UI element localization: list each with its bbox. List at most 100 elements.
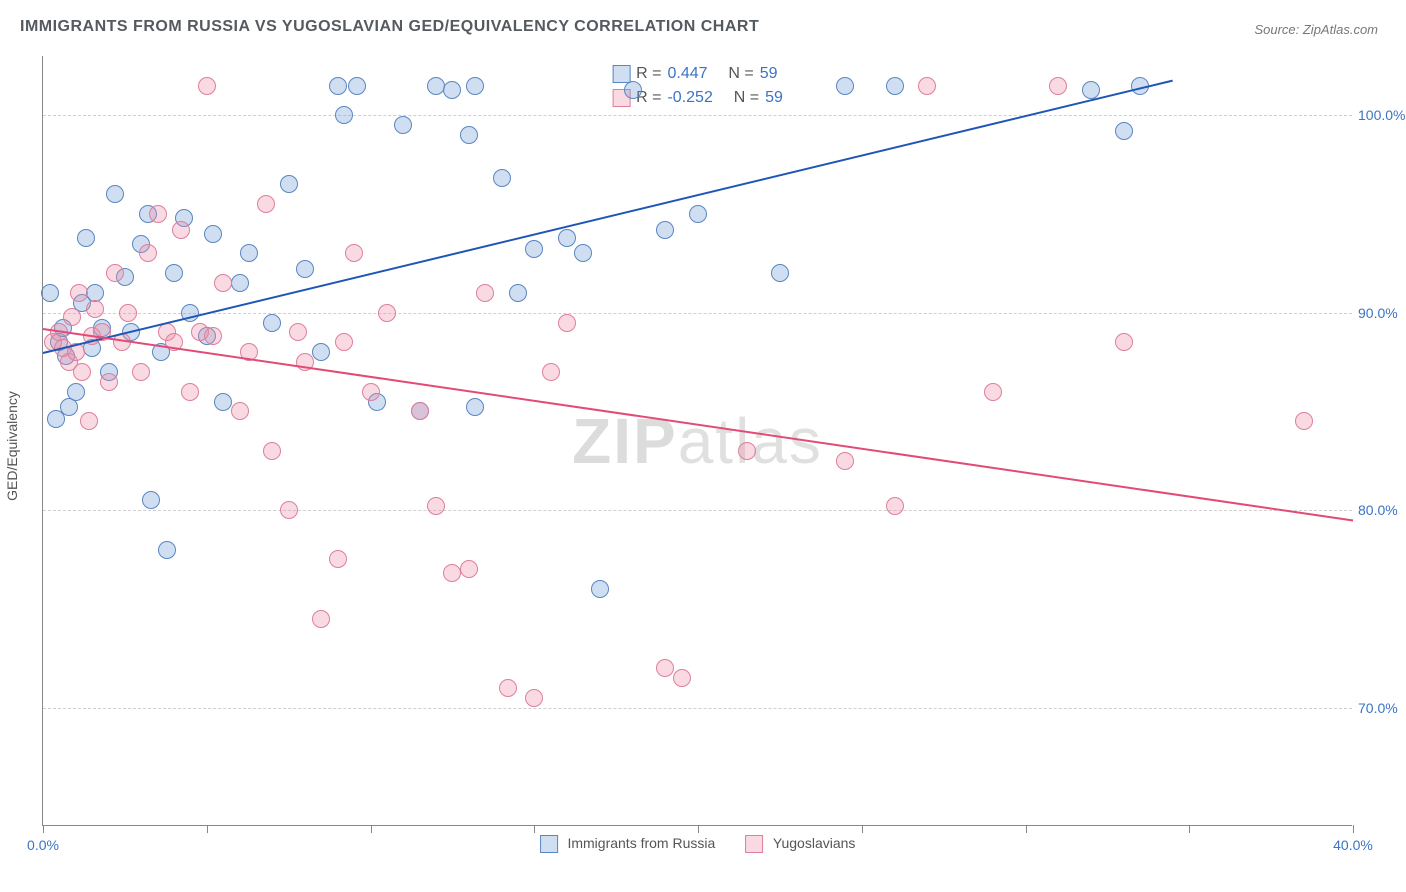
scatter-point-yugoslavia (427, 497, 445, 515)
scatter-point-yugoslavia (263, 442, 281, 460)
x-tick-label: 0.0% (27, 837, 59, 853)
scatter-point-russia (525, 240, 543, 258)
legend-label: Yugoslavians (773, 835, 856, 851)
scatter-point-russia (67, 383, 85, 401)
scatter-point-yugoslavia (106, 264, 124, 282)
x-tick-label: 40.0% (1333, 837, 1373, 853)
scatter-point-russia (886, 77, 904, 95)
scatter-point-yugoslavia (673, 669, 691, 687)
scatter-point-yugoslavia (656, 659, 674, 677)
y-axis-label: GED/Equivalency (4, 391, 20, 501)
series-legend: Immigrants from Russia Yugoslavians (540, 835, 856, 853)
scatter-point-russia (214, 393, 232, 411)
scatter-point-yugoslavia (139, 244, 157, 262)
watermark: ZIPatlas (572, 404, 823, 478)
scatter-point-russia (296, 260, 314, 278)
scatter-point-yugoslavia (345, 244, 363, 262)
square-swatch-icon (540, 835, 558, 853)
scatter-point-russia (1082, 81, 1100, 99)
scatter-point-yugoslavia (231, 402, 249, 420)
source-label: Source: ZipAtlas.com (1254, 22, 1378, 37)
y-tick-label: 70.0% (1358, 700, 1406, 716)
scatter-plot-area: ZIPatlas R = 0.447 N = 59 R = -0.252 N =… (42, 56, 1352, 826)
r-value: -0.252 (667, 86, 712, 110)
y-tick-label: 100.0% (1358, 107, 1406, 123)
scatter-point-yugoslavia (204, 327, 222, 345)
chart-title: IMMIGRANTS FROM RUSSIA VS YUGOSLAVIAN GE… (20, 18, 759, 36)
scatter-point-russia (460, 126, 478, 144)
scatter-point-russia (312, 343, 330, 361)
scatter-point-yugoslavia (476, 284, 494, 302)
x-tick (1189, 825, 1190, 833)
scatter-point-yugoslavia (289, 323, 307, 341)
scatter-point-yugoslavia (984, 383, 1002, 401)
scatter-point-yugoslavia (918, 77, 936, 95)
scatter-point-yugoslavia (525, 689, 543, 707)
scatter-point-yugoslavia (542, 363, 560, 381)
scatter-point-yugoslavia (362, 383, 380, 401)
scatter-point-russia (41, 284, 59, 302)
scatter-point-yugoslavia (63, 308, 81, 326)
scatter-point-russia (591, 580, 609, 598)
scatter-point-yugoslavia (886, 497, 904, 515)
scatter-point-russia (509, 284, 527, 302)
n-label: N = (734, 86, 759, 110)
gridline (43, 115, 1352, 116)
scatter-point-russia (231, 274, 249, 292)
scatter-point-yugoslavia (80, 412, 98, 430)
scatter-point-yugoslavia (312, 610, 330, 628)
trendline-yugoslavia (43, 328, 1353, 521)
scatter-point-yugoslavia (181, 383, 199, 401)
scatter-point-russia (558, 229, 576, 247)
legend-label: Immigrants from Russia (567, 835, 715, 851)
legend-item-russia: Immigrants from Russia (540, 835, 716, 853)
r-label: R = (636, 62, 661, 86)
scatter-point-russia (689, 205, 707, 223)
x-tick (1353, 825, 1354, 833)
scatter-point-russia (624, 81, 642, 99)
scatter-point-yugoslavia (119, 304, 137, 322)
scatter-point-yugoslavia (214, 274, 232, 292)
scatter-point-russia (240, 244, 258, 262)
n-label: N = (728, 62, 753, 86)
scatter-point-russia (574, 244, 592, 262)
scatter-point-yugoslavia (335, 333, 353, 351)
scatter-point-yugoslavia (149, 205, 167, 223)
x-tick (43, 825, 44, 833)
scatter-point-yugoslavia (172, 221, 190, 239)
scatter-point-russia (656, 221, 674, 239)
scatter-point-russia (836, 77, 854, 95)
y-tick-label: 90.0% (1358, 305, 1406, 321)
scatter-point-yugoslavia (100, 373, 118, 391)
square-swatch-icon (745, 835, 763, 853)
x-tick (698, 825, 699, 833)
scatter-point-russia (106, 185, 124, 203)
scatter-point-yugoslavia (329, 550, 347, 568)
scatter-point-yugoslavia (558, 314, 576, 332)
scatter-point-russia (158, 541, 176, 559)
scatter-point-russia (348, 77, 366, 95)
n-value: 59 (760, 62, 778, 86)
scatter-point-russia (466, 77, 484, 95)
scatter-point-yugoslavia (499, 679, 517, 697)
scatter-point-russia (493, 169, 511, 187)
x-tick (207, 825, 208, 833)
scatter-point-russia (443, 81, 461, 99)
gridline (43, 510, 1352, 511)
scatter-point-russia (60, 398, 78, 416)
legend-item-yugoslavia: Yugoslavians (745, 835, 855, 853)
scatter-point-yugoslavia (836, 452, 854, 470)
scatter-point-yugoslavia (70, 284, 88, 302)
x-tick (1026, 825, 1027, 833)
scatter-point-yugoslavia (1115, 333, 1133, 351)
scatter-point-russia (771, 264, 789, 282)
scatter-point-russia (329, 77, 347, 95)
scatter-point-russia (335, 106, 353, 124)
scatter-point-russia (1115, 122, 1133, 140)
gridline (43, 313, 1352, 314)
scatter-point-yugoslavia (280, 501, 298, 519)
scatter-point-yugoslavia (1295, 412, 1313, 430)
scatter-point-yugoslavia (411, 402, 429, 420)
scatter-point-russia (427, 77, 445, 95)
square-swatch-icon (612, 65, 630, 83)
